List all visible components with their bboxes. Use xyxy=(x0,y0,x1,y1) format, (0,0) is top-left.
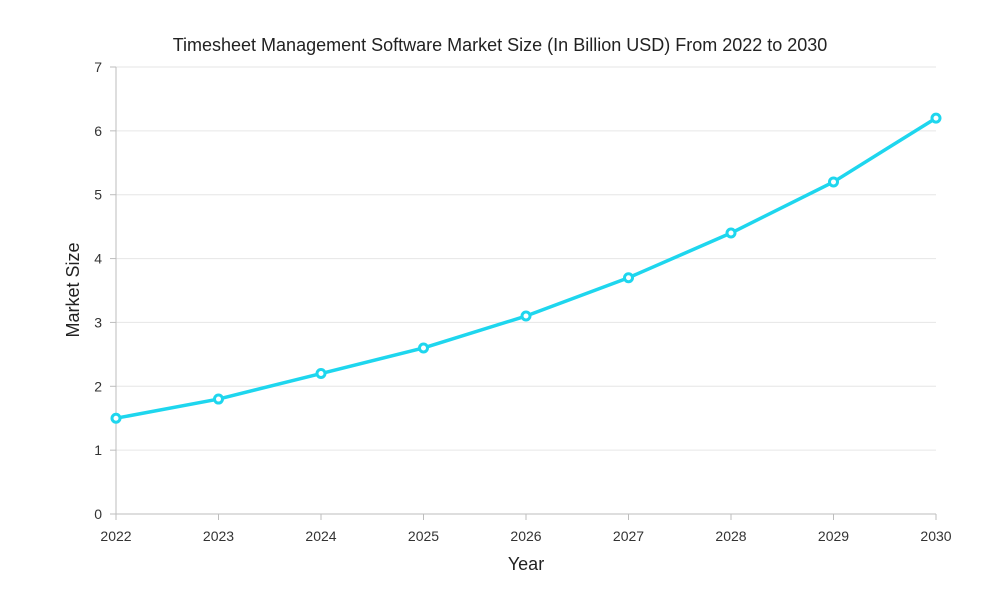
x-tick-label: 2022 xyxy=(100,528,131,544)
x-tick-label: 2027 xyxy=(613,528,644,544)
chart-title: Timesheet Management Software Market Siz… xyxy=(173,35,828,55)
y-tick-label: 2 xyxy=(94,378,102,394)
x-tick-label: 2024 xyxy=(305,528,336,544)
y-axis-label: Market Size xyxy=(63,242,83,337)
x-tick-label: 2029 xyxy=(818,528,849,544)
x-axis-label: Year xyxy=(508,554,544,574)
y-tick-label: 6 xyxy=(94,123,102,139)
gridlines xyxy=(116,66,936,451)
data-point[interactable] xyxy=(623,272,634,284)
y-tick-label: 5 xyxy=(94,187,102,203)
y-tick-label: 0 xyxy=(94,506,102,522)
x-tick-label: 2025 xyxy=(408,528,439,544)
y-tick-label: 3 xyxy=(94,314,102,330)
y-tick-label: 7 xyxy=(94,59,102,75)
x-tick-label: 2030 xyxy=(920,528,951,544)
y-tick-label: 4 xyxy=(94,251,102,267)
x-tick-label: 2026 xyxy=(510,528,541,544)
data-point[interactable] xyxy=(520,310,532,322)
data-point[interactable] xyxy=(418,342,429,354)
data-point[interactable] xyxy=(725,227,737,239)
y-tick-label: 1 xyxy=(94,442,102,458)
data-point[interactable] xyxy=(110,412,122,424)
data-point[interactable] xyxy=(213,393,224,405)
x-axis-ticks: 2022 2023 2024 2025 2026 2027 2028 2029 2030 xyxy=(100,514,952,544)
data-point[interactable] xyxy=(828,176,839,188)
series-line xyxy=(114,116,938,420)
data-point[interactable] xyxy=(930,112,942,124)
series-layer xyxy=(110,112,942,424)
axes xyxy=(115,67,936,515)
data-point[interactable] xyxy=(315,368,327,380)
y-axis-ticks: 0 1 2 3 4 5 6 7 xyxy=(94,59,116,522)
x-tick-label: 2028 xyxy=(715,528,746,544)
x-tick-label: 2023 xyxy=(203,528,234,544)
